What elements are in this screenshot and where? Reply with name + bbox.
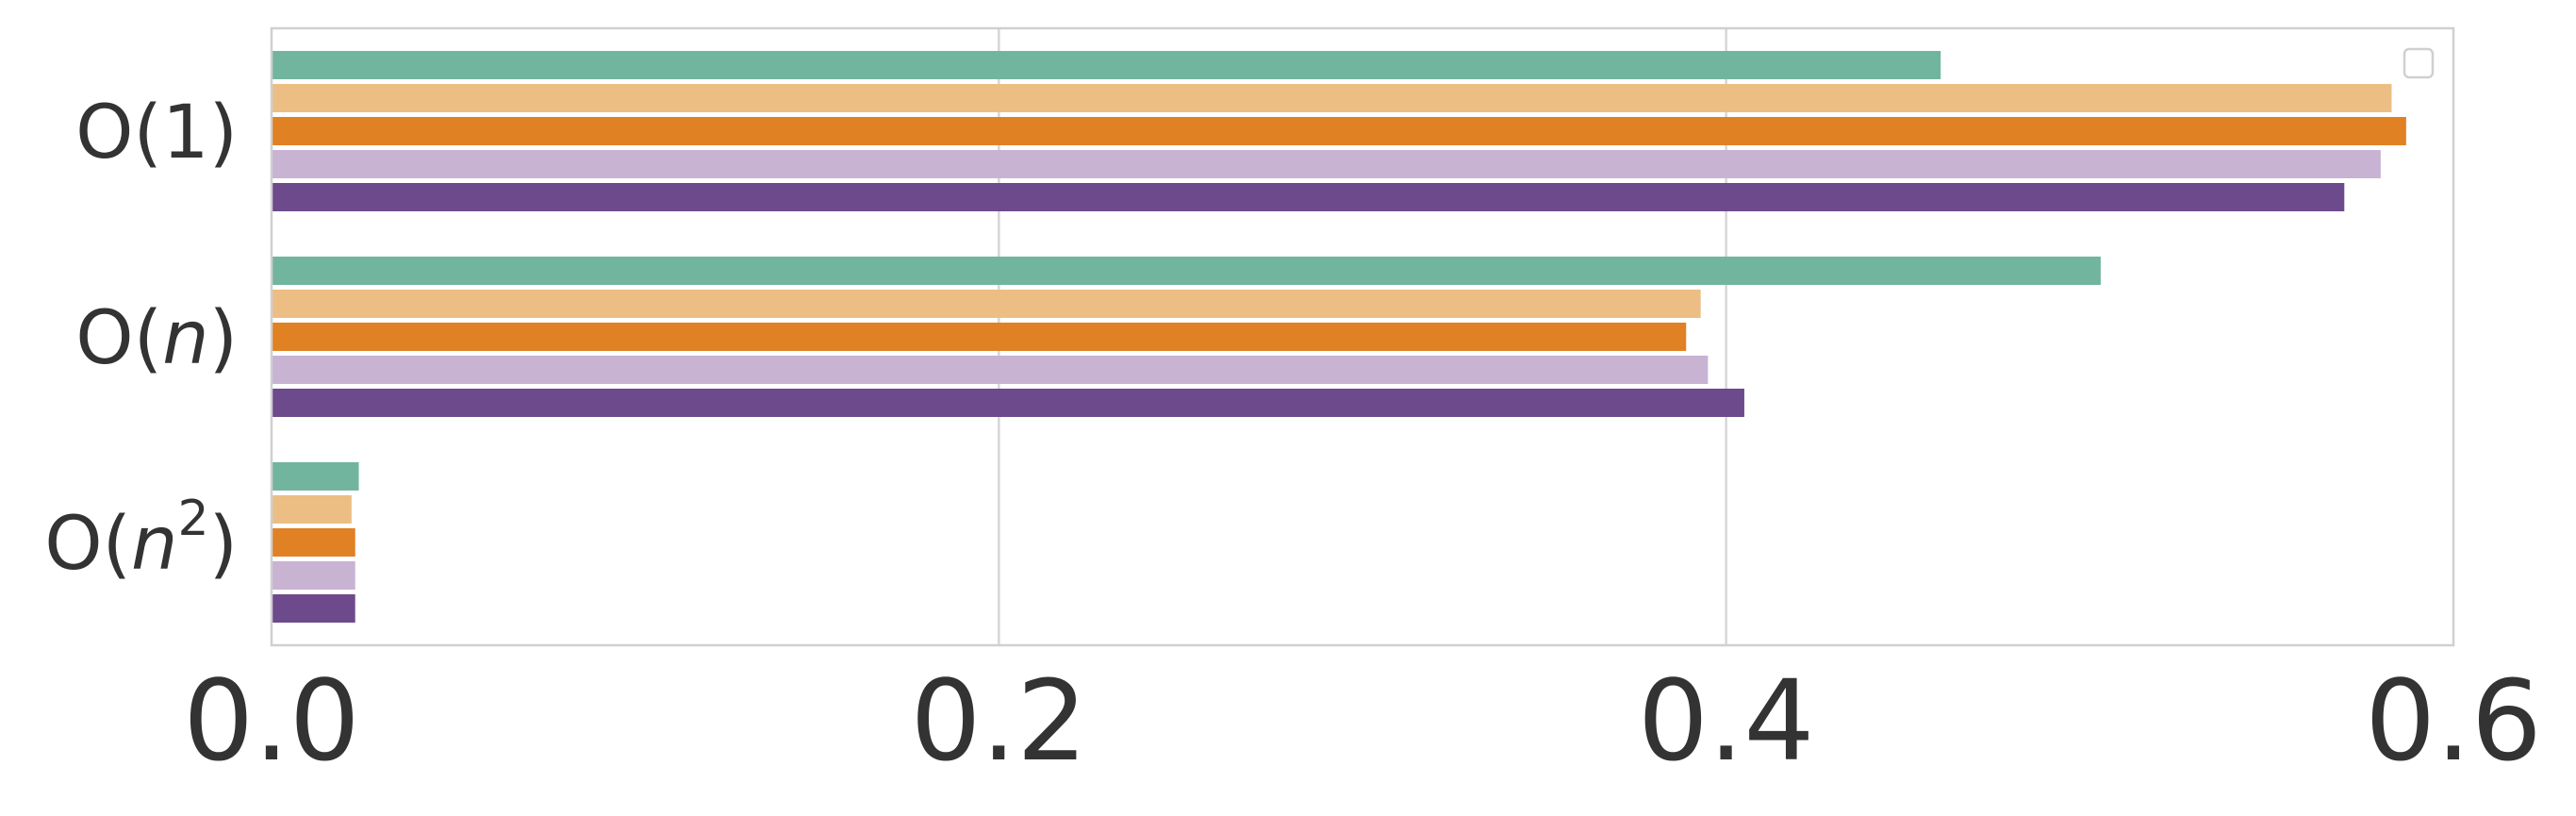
bar	[272, 561, 355, 590]
plot-frame	[270, 26, 2455, 647]
y-tick-labels: O(1) O(n) O(n2)	[44, 91, 238, 587]
x-tick-label: 0.0	[183, 656, 360, 786]
y-tick-label: O(1)	[75, 91, 238, 175]
bar	[272, 257, 2101, 285]
x-tick-label: 0.6	[2365, 656, 2542, 786]
legend-box	[2403, 47, 2435, 79]
x-tick-label: 0.4	[1638, 656, 1815, 786]
bar	[272, 51, 1941, 79]
bar	[272, 84, 2392, 112]
y-tick-label: O(n)	[75, 296, 238, 381]
bar	[272, 183, 2345, 211]
y-tick-label: O(n2)	[44, 491, 238, 587]
bar	[272, 495, 352, 524]
bar	[272, 323, 1687, 351]
bar	[272, 117, 2406, 145]
bar	[272, 462, 359, 491]
bar	[272, 389, 1744, 417]
x-tick-label: 0.2	[910, 656, 1087, 786]
bar	[272, 356, 1709, 384]
bar	[272, 290, 1701, 318]
x-tick-labels: 0.0 0.2 0.4 0.6	[183, 656, 2542, 786]
bars	[272, 51, 2406, 623]
bar	[272, 150, 2381, 178]
bar	[272, 528, 355, 557]
legend	[2403, 47, 2435, 79]
bar	[272, 594, 355, 623]
